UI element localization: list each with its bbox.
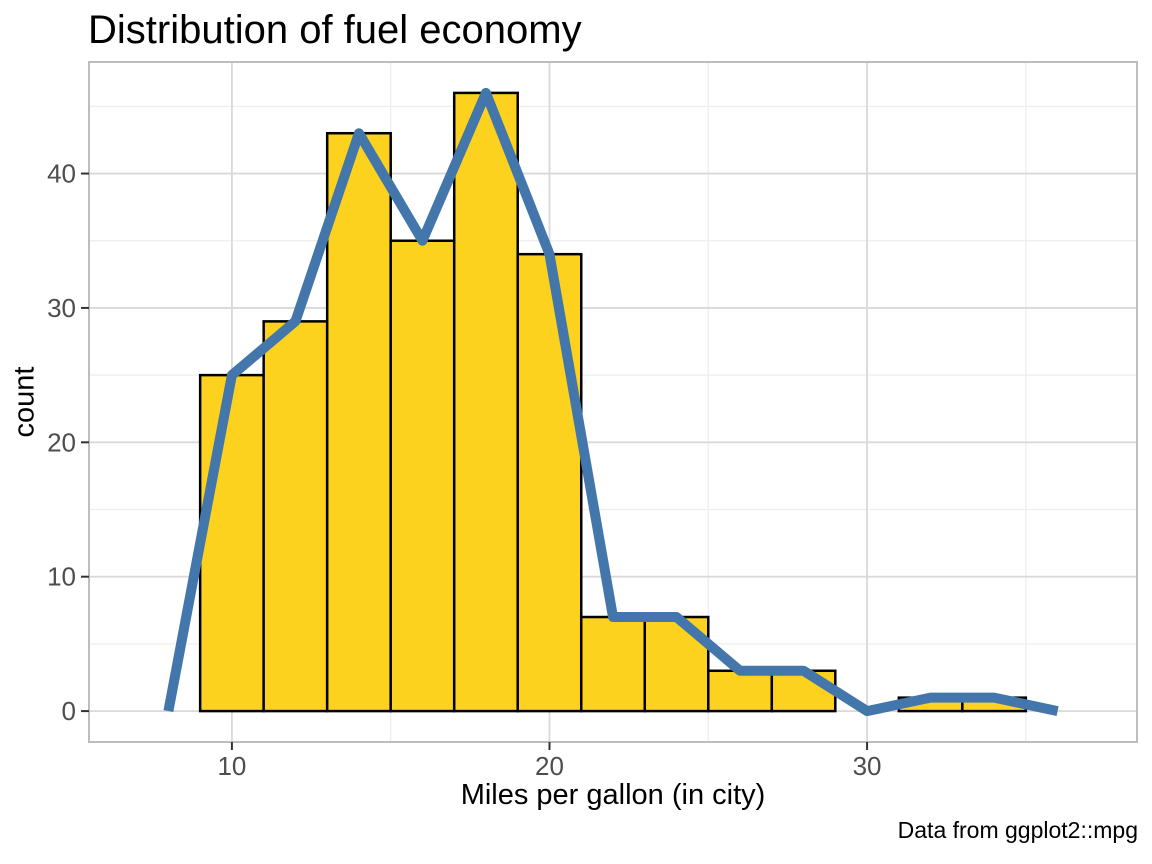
y-tick-label: 30 — [47, 293, 76, 323]
histogram-bar — [325, 131, 392, 713]
x-tick-label: 10 — [217, 751, 246, 781]
histogram-bar — [516, 252, 583, 713]
freqpoly-line — [163, 87, 1059, 717]
histogram-bar — [579, 615, 647, 713]
y-tick-label: 20 — [47, 427, 76, 457]
chart-title: Distribution of fuel economy — [88, 8, 582, 52]
y-tick-label: 40 — [47, 159, 76, 189]
panel-border — [88, 61, 1138, 743]
histogram-bar — [707, 669, 774, 713]
y-axis-title: count — [8, 366, 41, 438]
caption: Data from ggplot2::mpg — [897, 817, 1138, 843]
y-tick-label: 0 — [62, 696, 76, 726]
histogram-bar — [770, 669, 837, 713]
histogram-bar — [262, 320, 329, 713]
histogram-bar — [198, 373, 265, 713]
x-tick-label: 20 — [535, 751, 564, 781]
histogram-bar — [389, 239, 456, 713]
y-tick-label: 10 — [47, 562, 76, 592]
histogram-bar — [452, 91, 519, 713]
x-tick-label: 30 — [853, 751, 882, 781]
x-axis-title: Miles per gallon (in city) — [460, 779, 766, 811]
